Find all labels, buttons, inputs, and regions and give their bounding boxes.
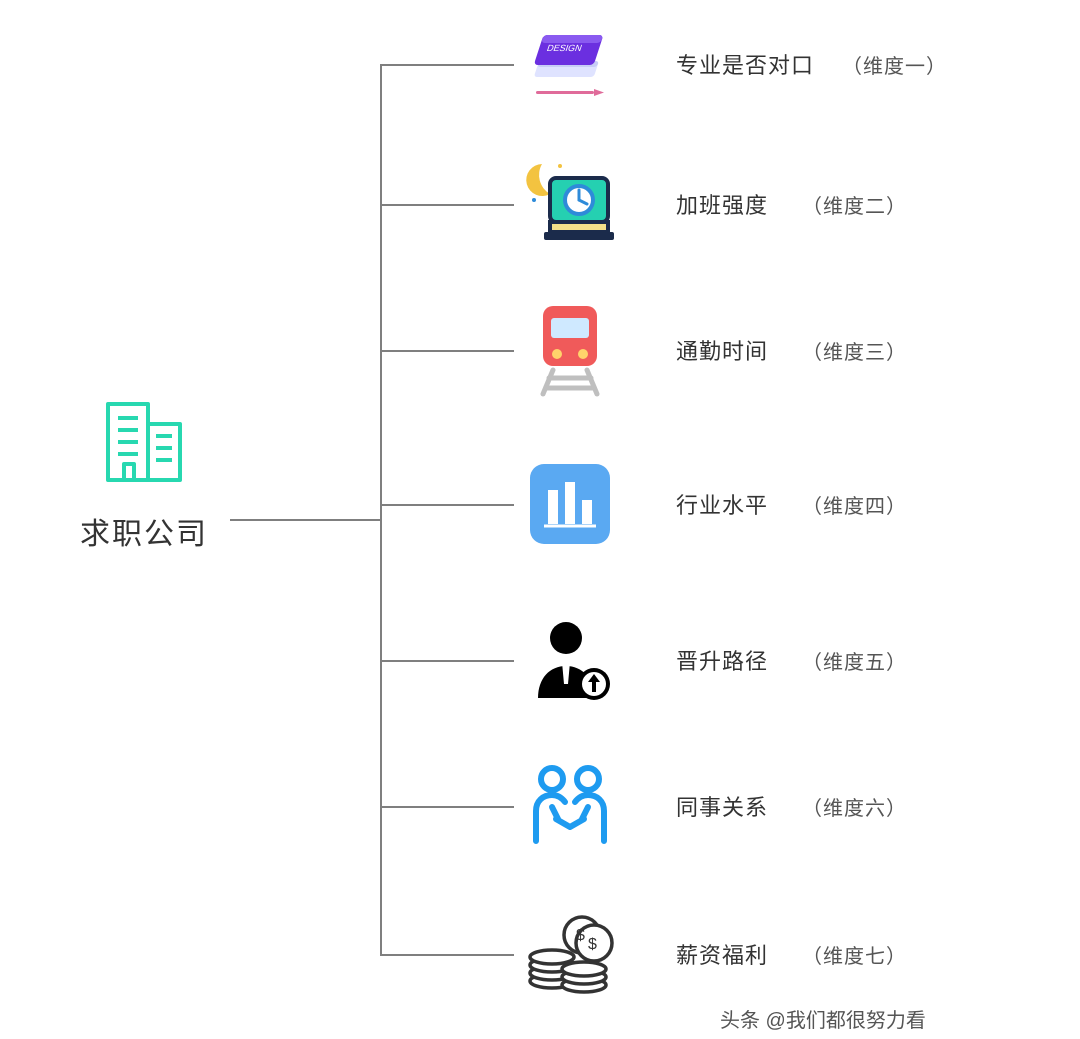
books-icon: DESIGN xyxy=(520,14,620,114)
root-label: 求职公司 xyxy=(80,509,208,553)
branch-item: 行业水平 （维度四） xyxy=(520,454,907,554)
item-dim: （维度四） xyxy=(802,490,907,519)
branch-line xyxy=(380,806,514,808)
money-icon: $ $ xyxy=(520,904,620,1004)
item-label: 薪资福利 xyxy=(676,938,768,970)
branch-item: 加班强度 （维度二） xyxy=(520,154,907,254)
item-label: 通勤时间 xyxy=(676,334,768,366)
colleagues-icon xyxy=(520,756,620,856)
overtime-icon xyxy=(520,154,620,254)
svg-text:$: $ xyxy=(576,927,585,944)
item-label: 加班强度 xyxy=(676,188,768,220)
item-label: 晋升路径 xyxy=(676,644,768,676)
barchart-icon xyxy=(520,454,620,554)
branch-line xyxy=(380,954,514,956)
watermark-text: 头条 @我们都很努力看 xyxy=(720,1004,926,1033)
branch-item: 晋升路径 （维度五） xyxy=(520,610,907,710)
item-dim: （维度一） xyxy=(842,50,947,79)
item-dim: （维度六） xyxy=(802,792,907,821)
branch-line xyxy=(380,350,514,352)
branch-line xyxy=(380,660,514,662)
item-dim: （维度七） xyxy=(802,940,907,969)
branch-item: 通勤时间 （维度三） xyxy=(520,300,907,400)
promotion-icon xyxy=(520,610,620,710)
diagram-canvas: 求职公司 DESIGN 专业是否对口 （维度一） xyxy=(0,0,1080,1039)
branch-line xyxy=(380,504,514,506)
item-dim: （维度三） xyxy=(802,336,907,365)
item-dim: （维度二） xyxy=(802,190,907,219)
item-label: 专业是否对口 xyxy=(676,48,814,80)
trunk-vline xyxy=(380,64,382,954)
branch-item: 同事关系 （维度六） xyxy=(520,756,907,856)
branch-line xyxy=(380,204,514,206)
item-label: 同事关系 xyxy=(676,790,768,822)
svg-text:$: $ xyxy=(588,936,597,953)
svg-text:DESIGN: DESIGN xyxy=(546,43,584,53)
branch-item: DESIGN 专业是否对口 （维度一） xyxy=(520,14,947,114)
train-icon xyxy=(520,300,620,400)
item-label: 行业水平 xyxy=(676,488,768,520)
root-node: 求职公司 xyxy=(80,390,208,553)
trunk-hline xyxy=(230,519,380,521)
branch-item: $ $ 薪资福利 （维度七） xyxy=(520,904,907,1004)
branch-line xyxy=(380,64,514,66)
buildings-icon xyxy=(94,390,194,495)
item-dim: （维度五） xyxy=(802,646,907,675)
